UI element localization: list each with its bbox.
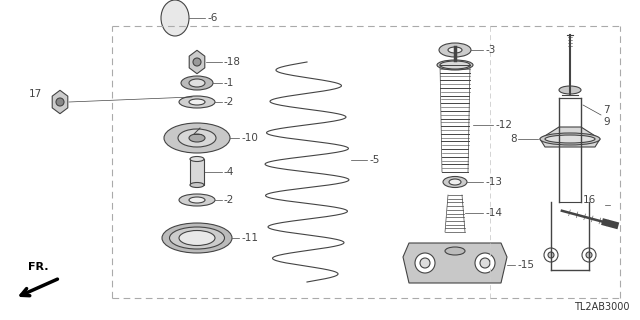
Ellipse shape (443, 177, 467, 188)
Text: 7: 7 (603, 105, 610, 115)
Circle shape (475, 253, 495, 273)
Text: -12: -12 (495, 120, 512, 130)
Polygon shape (403, 243, 507, 283)
Text: -4: -4 (224, 167, 234, 177)
Ellipse shape (178, 129, 216, 147)
Text: -3: -3 (485, 45, 495, 55)
Text: -5: -5 (369, 155, 380, 165)
Text: 8: 8 (510, 134, 517, 144)
Ellipse shape (181, 76, 213, 90)
Text: -2: -2 (224, 97, 234, 107)
Ellipse shape (189, 79, 205, 87)
Circle shape (582, 248, 596, 262)
Text: TL2AB3000: TL2AB3000 (575, 302, 630, 312)
Text: -18: -18 (224, 57, 241, 67)
Circle shape (544, 248, 558, 262)
Ellipse shape (545, 135, 595, 143)
Text: 17: 17 (29, 89, 42, 99)
Text: 9: 9 (603, 117, 610, 127)
Ellipse shape (445, 247, 465, 255)
Text: 16: 16 (583, 195, 596, 205)
Ellipse shape (449, 179, 461, 185)
Circle shape (586, 252, 592, 258)
Circle shape (480, 258, 490, 268)
Ellipse shape (161, 0, 189, 36)
Polygon shape (189, 50, 205, 74)
Ellipse shape (559, 86, 581, 94)
Text: -15: -15 (517, 260, 534, 270)
Circle shape (415, 253, 435, 273)
Ellipse shape (179, 194, 215, 206)
Ellipse shape (179, 96, 215, 108)
Ellipse shape (190, 182, 204, 188)
Ellipse shape (179, 230, 215, 245)
Polygon shape (540, 127, 600, 147)
Text: -14: -14 (485, 208, 502, 218)
Text: -2: -2 (224, 195, 234, 205)
Ellipse shape (437, 60, 473, 70)
Ellipse shape (448, 47, 462, 53)
Text: -1: -1 (224, 78, 234, 88)
Ellipse shape (189, 134, 205, 142)
Ellipse shape (189, 197, 205, 203)
Ellipse shape (540, 133, 600, 145)
Text: -11: -11 (241, 233, 258, 243)
Ellipse shape (162, 223, 232, 253)
Text: -10: -10 (241, 133, 258, 143)
FancyBboxPatch shape (190, 159, 204, 185)
Ellipse shape (190, 156, 204, 162)
Ellipse shape (170, 227, 225, 249)
Ellipse shape (164, 123, 230, 153)
Ellipse shape (439, 43, 471, 57)
Circle shape (56, 98, 64, 106)
Circle shape (193, 58, 201, 66)
Circle shape (548, 252, 554, 258)
Polygon shape (52, 90, 68, 114)
Text: -6: -6 (207, 13, 218, 23)
Text: -13: -13 (485, 177, 502, 187)
Ellipse shape (189, 99, 205, 105)
Text: FR.: FR. (28, 262, 48, 272)
Circle shape (420, 258, 430, 268)
Ellipse shape (440, 61, 470, 69)
